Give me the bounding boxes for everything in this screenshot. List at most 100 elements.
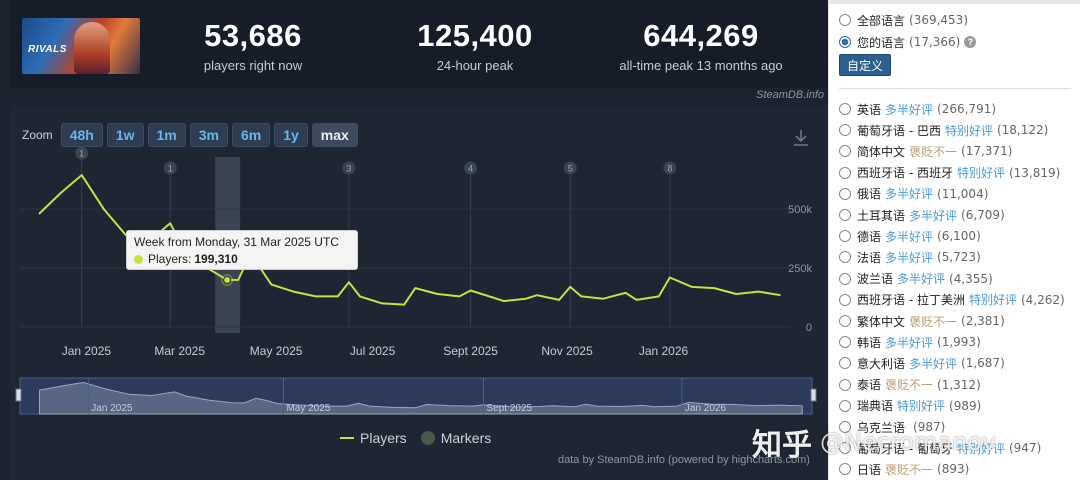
- review-count: (11,004): [937, 186, 989, 201]
- radio-button[interactable]: [839, 463, 851, 476]
- review-summary[interactable]: 褒贬不一: [909, 144, 958, 159]
- zoom-label: Zoom: [22, 128, 53, 142]
- zoom-1w-button[interactable]: 1w: [106, 123, 144, 147]
- review-summary[interactable]: 多半好评: [885, 229, 934, 244]
- option-all-languages[interactable]: 全部语言 (369,453): [839, 10, 968, 30]
- highcharts-credit[interactable]: data by SteamDB.info (powered by highcha…: [558, 454, 810, 466]
- option-your-languages[interactable]: 您的语言 (17,366) ?: [839, 32, 977, 52]
- review-summary[interactable]: 特别好评: [944, 123, 993, 138]
- review-summary[interactable]: 褒贬不一: [885, 462, 934, 477]
- review-summary[interactable]: 特别好评: [968, 293, 1017, 308]
- language-option[interactable]: 日语 褒贬不一 (893): [839, 459, 969, 479]
- language-name: 乌克兰语: [857, 420, 906, 435]
- radio-button[interactable]: [839, 145, 851, 158]
- marker-label: 5: [568, 164, 573, 174]
- review-summary[interactable]: 多半好评: [909, 356, 958, 371]
- zoom-48h-button[interactable]: 48h: [60, 123, 103, 147]
- review-summary[interactable]: 特别好评: [897, 399, 946, 414]
- review-summary[interactable]: 多半好评: [885, 335, 934, 350]
- game-thumbnail[interactable]: RIVALS: [22, 18, 140, 74]
- marker-label: 1: [79, 149, 84, 159]
- radio-button-selected[interactable]: [839, 36, 851, 48]
- review-summary[interactable]: 特别好评: [956, 166, 1005, 181]
- radio-button[interactable]: [839, 209, 851, 221]
- zoom-1y-button[interactable]: 1y: [274, 123, 308, 147]
- review-count: (13,819): [1008, 165, 1061, 180]
- language-option[interactable]: 意大利语 多半好评 (1,687): [839, 353, 1005, 373]
- radio-button[interactable]: [839, 378, 851, 391]
- language-option[interactable]: 西班牙语 - 拉丁美洲 特别好评 (4,262): [839, 290, 1065, 310]
- radio-button[interactable]: [839, 251, 851, 264]
- language-option[interactable]: 俄语 多半好评 (11,004): [839, 184, 988, 204]
- navigator-tick-label: May 2025: [286, 403, 330, 414]
- tooltip-title: Week from Monday, 31 Mar 2025 UTC: [134, 235, 339, 249]
- zoom-1m-button[interactable]: 1m: [147, 123, 186, 147]
- language-name: 法语: [857, 250, 882, 265]
- language-option[interactable]: 葡萄牙语 - 巴西 特别好评 (18,122): [839, 120, 1048, 140]
- chart-tooltip: Week from Monday, 31 Mar 2025 UTC Player…: [126, 230, 358, 270]
- x-tick-label: Jan 2025: [62, 344, 112, 358]
- language-option[interactable]: 德语 多半好评 (6,100): [839, 226, 981, 246]
- language-option[interactable]: 土耳其语 多半好评 (6,709): [839, 205, 1005, 225]
- radio-button[interactable]: [839, 336, 851, 349]
- radio-button[interactable]: [839, 166, 851, 179]
- language-option[interactable]: 韩语 多半好评 (1,993): [839, 332, 981, 352]
- language-option[interactable]: 波兰语 多半好评 (4,355): [839, 269, 993, 289]
- x-tick-label: Mar 2025: [154, 344, 205, 358]
- radio-button[interactable]: [839, 293, 851, 306]
- radio-button[interactable]: [839, 14, 851, 26]
- chart-area: [10, 106, 828, 480]
- x-tick-label: Jul 2025: [350, 344, 396, 358]
- option-label: 全部语言: [857, 13, 906, 28]
- radio-button[interactable]: [839, 315, 851, 327]
- legend-markers-label: Markers: [440, 430, 492, 446]
- language-option[interactable]: 葡萄牙语 - 葡萄牙 特别好评 (947): [839, 438, 1041, 458]
- review-summary[interactable]: 多半好评: [885, 250, 934, 265]
- language-option[interactable]: 法语 多半好评 (5,723): [839, 247, 981, 267]
- language-option[interactable]: 西班牙语 - 西班牙 特别好评 (13,819): [839, 163, 1060, 183]
- review-summary[interactable]: 多半好评: [885, 187, 934, 202]
- radio-button[interactable]: [839, 187, 851, 200]
- player-chart[interactable]: 0 250k 500k Jan 2025 Mar 2025 May 2025 Jul 202…: [0, 0, 828, 480]
- marker-label: 3: [346, 164, 351, 174]
- legend-markers[interactable]: Markers: [420, 430, 492, 446]
- radio-button[interactable]: [839, 421, 851, 433]
- language-filter-panel: 全部语言 (369,453) 您的语言 (17,366) ? 自定义 英语 多半好…: [828, 0, 1080, 480]
- stat-value: 125,400: [417, 18, 533, 53]
- legend-marker-swatch: [420, 431, 435, 445]
- zoom-max-button[interactable]: max: [311, 123, 358, 147]
- review-summary[interactable]: 多半好评: [885, 102, 934, 117]
- language-option[interactable]: 英语 多半好评 (266,791): [839, 99, 996, 119]
- language-option[interactable]: 泰语 褒贬不一 (1,312): [839, 375, 981, 395]
- review-count: (893): [937, 462, 970, 477]
- option-count: (369,453): [909, 13, 969, 27]
- legend-players[interactable]: Players: [340, 430, 407, 446]
- language-option[interactable]: 简体中文 褒贬不一 (17,371): [839, 141, 1012, 161]
- radio-button[interactable]: [839, 399, 851, 412]
- radio-button[interactable]: [839, 272, 851, 285]
- review-summary[interactable]: 多半好评: [897, 272, 946, 287]
- review-count: (17,371): [961, 144, 1013, 159]
- review-summary[interactable]: 褒贬不一: [909, 314, 958, 329]
- help-icon[interactable]: ?: [964, 36, 977, 48]
- download-icon[interactable]: [792, 128, 810, 148]
- zoom-6m-button[interactable]: 6m: [231, 123, 271, 147]
- radio-button[interactable]: [839, 442, 851, 455]
- language-option[interactable]: 乌克兰语 (987): [839, 417, 945, 437]
- zoom-3m-button[interactable]: 3m: [189, 123, 228, 147]
- language-option[interactable]: 繁体中文 褒贬不一 (2,381): [839, 311, 1005, 331]
- steamdb-credit[interactable]: SteamDB.info: [756, 89, 824, 101]
- radio-button[interactable]: [839, 103, 851, 115]
- review-summary[interactable]: 多半好评: [909, 208, 958, 223]
- marker-label: 4: [468, 164, 473, 174]
- zoom-controls: Zoom 48h 1w 1m 3m 6m 1y max: [22, 123, 358, 147]
- review-summary[interactable]: 褒贬不一: [885, 378, 934, 393]
- radio-button[interactable]: [839, 357, 851, 370]
- language-name: 英语: [857, 102, 882, 117]
- review-count: (989): [949, 398, 982, 413]
- review-summary[interactable]: 特别好评: [956, 441, 1005, 456]
- radio-button[interactable]: [839, 124, 851, 137]
- customize-button[interactable]: 自定义: [839, 54, 892, 76]
- radio-button[interactable]: [839, 230, 851, 243]
- language-option[interactable]: 瑞典语 特别好评 (989): [839, 396, 981, 416]
